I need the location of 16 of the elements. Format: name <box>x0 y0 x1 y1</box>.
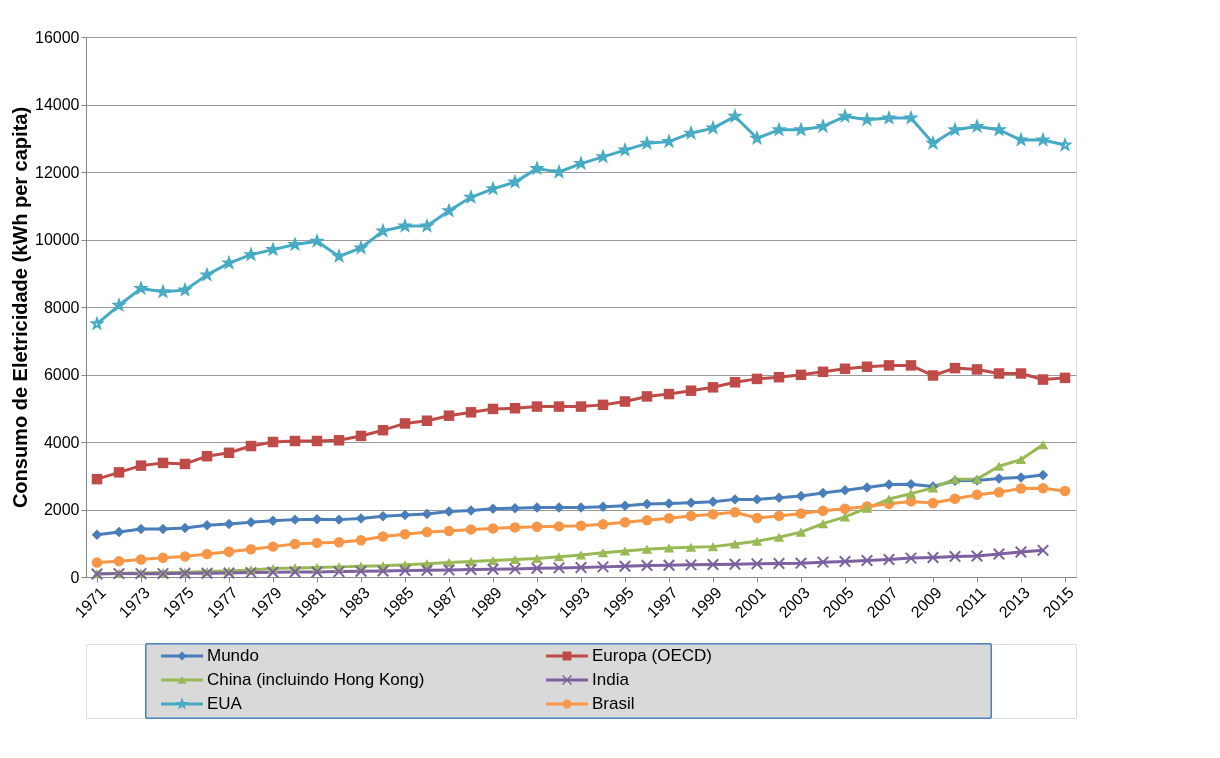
y-tick-label: 0 <box>70 568 80 586</box>
y-tick-label: 8000 <box>43 298 80 316</box>
legend-label: China (incluindo Hong Kong) <box>207 670 425 689</box>
legend-label: India <box>592 670 630 689</box>
y-tick-label: 4000 <box>43 433 80 451</box>
legend-label: Brasil <box>592 694 635 713</box>
y-axis-title: Consumo de Eletricidade (kWh per capita) <box>9 106 32 509</box>
y-tick-label: 14000 <box>35 96 80 113</box>
y-tick-label: 16000 <box>35 28 80 46</box>
legend-label: Europa (OECD) <box>592 646 712 665</box>
y-tick-label: 6000 <box>43 366 80 383</box>
y-tick-label: 12000 <box>35 163 80 181</box>
legend-label: EUA <box>207 694 243 713</box>
y-tick-label: 2000 <box>43 501 80 518</box>
y-tick-label: 10000 <box>35 231 80 248</box>
legend-label: Mundo <box>207 646 259 665</box>
